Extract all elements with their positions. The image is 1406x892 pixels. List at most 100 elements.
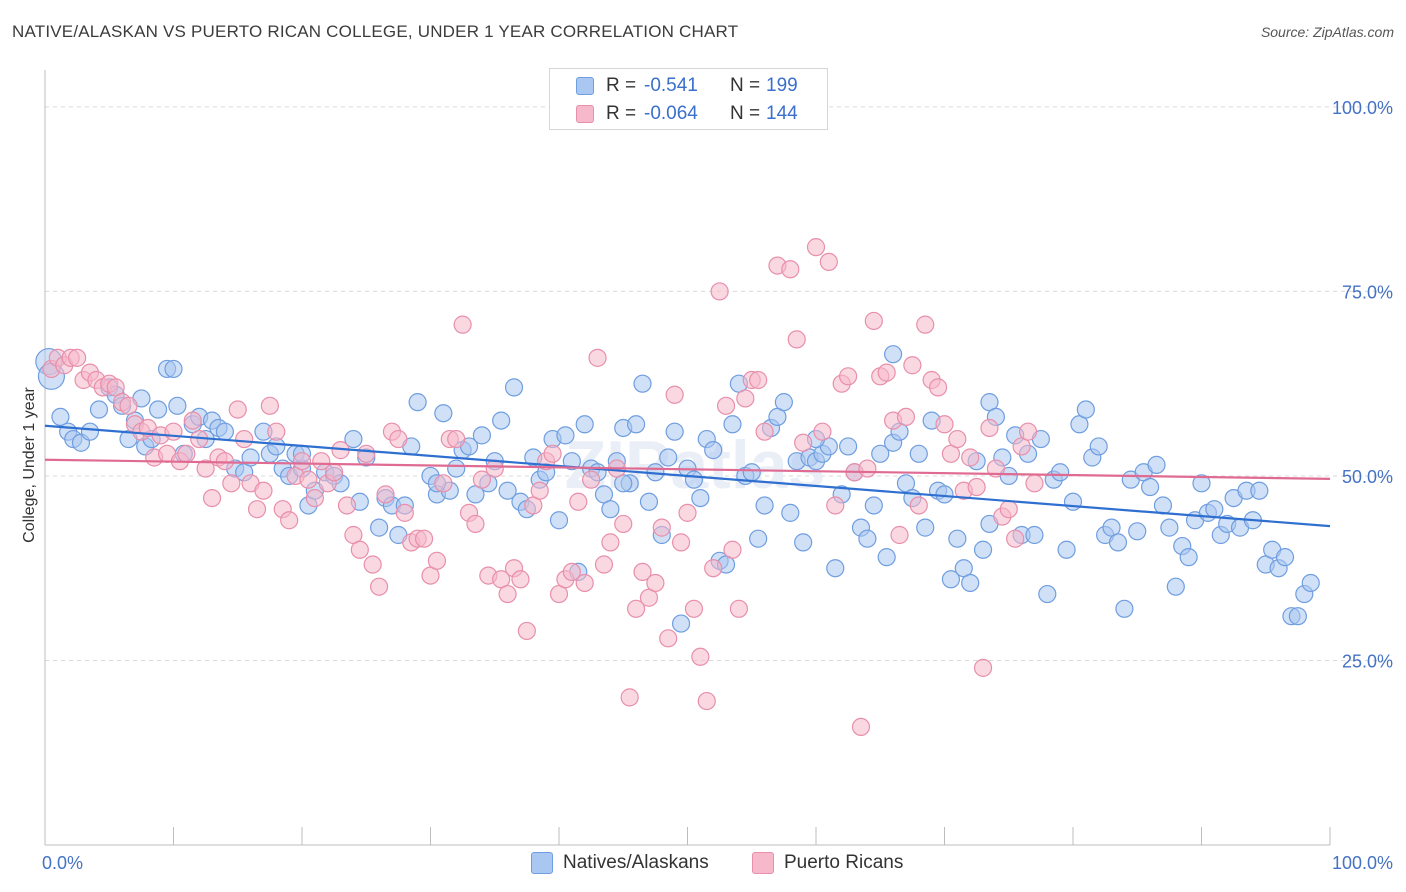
native-point	[492, 411, 511, 430]
legend-item-puerto-ricans[interactable]: Puerto Ricans	[752, 852, 903, 874]
puerto-rican-point	[646, 573, 665, 593]
puerto-rican-point	[697, 691, 716, 711]
axes	[44, 70, 1331, 846]
puerto-rican-point	[370, 577, 389, 596]
native-point	[916, 518, 935, 537]
r-label: R =	[606, 75, 637, 96]
trend-lines	[44, 424, 1331, 528]
puerto-rican-point	[543, 444, 562, 463]
puerto-rican-point	[916, 315, 935, 334]
native-point	[1038, 584, 1057, 604]
puerto-rican-trend-line	[44, 458, 1331, 481]
puerto-rican-point	[839, 367, 858, 386]
native-point	[601, 500, 620, 519]
puerto-rican-point	[235, 429, 254, 449]
native-point	[1205, 500, 1224, 519]
native-point	[1076, 400, 1095, 419]
native-point	[864, 496, 883, 515]
puerto-rican-point	[299, 470, 318, 489]
puerto-rican-point	[472, 470, 491, 489]
puerto-rican-point	[511, 570, 530, 589]
native-point	[935, 485, 954, 504]
puerto-rican-point	[183, 411, 202, 430]
puerto-rican-point	[671, 533, 691, 552]
native-point	[742, 463, 761, 482]
native-point	[774, 393, 793, 412]
native-point	[168, 396, 187, 415]
puerto-rican-point	[569, 492, 588, 511]
puerto-rican-point	[928, 378, 948, 397]
native-point	[839, 437, 858, 456]
legend-swatch-puerto-ricans	[576, 105, 594, 123]
r-label: R =	[606, 103, 637, 124]
puerto-rican-point	[614, 514, 633, 534]
puerto-rican-point	[967, 477, 986, 497]
puerto-rican-point	[588, 348, 607, 367]
native-point	[871, 444, 890, 463]
legend-item-natives[interactable]: Natives/Alaskans	[531, 852, 709, 874]
native-point	[1108, 533, 1128, 552]
legend-label-natives: Natives/Alaskans	[563, 852, 709, 873]
native-point	[858, 529, 877, 548]
native-point	[1288, 607, 1307, 626]
puerto-rican-point	[363, 555, 382, 574]
puerto-rican-point	[427, 551, 447, 570]
puerto-rican-point	[633, 562, 652, 582]
native-point	[877, 548, 896, 567]
legend-row-puerto-ricans: R = -0.064 N = 144	[550, 100, 798, 128]
native-point	[691, 488, 710, 508]
puerto-rican-point	[909, 496, 928, 515]
native-point	[749, 529, 768, 548]
n-label: N =	[730, 75, 761, 96]
puerto-rican-point	[723, 540, 742, 559]
native-point	[575, 415, 594, 434]
native-point	[1166, 577, 1185, 596]
puerto-rican-point	[562, 562, 581, 582]
puerto-rican-point	[980, 418, 999, 438]
puerto-rican-point	[530, 481, 549, 500]
puerto-rican-point	[517, 621, 536, 641]
native-point	[51, 407, 70, 427]
puerto-rican-point	[215, 452, 234, 471]
puerto-rican-point	[794, 433, 813, 452]
puerto-rican-point	[819, 252, 838, 272]
puerto-rican-point	[414, 529, 434, 548]
y-tick-label: 75.0%	[1342, 282, 1393, 302]
native-point	[447, 459, 466, 478]
native-point	[1153, 496, 1173, 515]
puerto-rican-point	[350, 540, 369, 559]
native-point	[1250, 481, 1269, 500]
puerto-rican-point	[710, 282, 729, 301]
n-value: 199	[766, 75, 798, 96]
puerto-rican-point	[813, 422, 832, 441]
legend-swatch-puerto-ricans	[752, 852, 774, 874]
native-point	[704, 441, 723, 460]
native-point	[1179, 548, 1198, 567]
x-tick-label: 100.0%	[1332, 853, 1393, 873]
gridlines	[45, 106, 1392, 661]
native-point	[723, 415, 742, 434]
native-point	[909, 444, 928, 463]
native-point	[562, 452, 581, 471]
puerto-rican-point	[196, 459, 215, 478]
native-point	[344, 429, 363, 449]
puerto-rican-point	[704, 559, 723, 578]
native-point	[633, 374, 652, 393]
puerto-rican-point	[466, 514, 485, 534]
puerto-rican-point	[716, 396, 736, 415]
n-label: N =	[730, 103, 761, 124]
puerto-rican-point	[594, 555, 614, 574]
puerto-rican-point	[582, 470, 601, 489]
puerto-rican-point	[626, 599, 646, 618]
puerto-rican-point	[851, 717, 871, 737]
puerto-rican-point	[755, 422, 774, 441]
native-point	[1147, 455, 1166, 474]
puerto-rican-point	[280, 511, 299, 530]
native-point	[961, 573, 980, 593]
puerto-rican-point	[119, 396, 138, 415]
correlation-legend: R = -0.541 N = 199 R = -0.064 N = 144	[549, 68, 828, 130]
native-point	[665, 422, 684, 441]
puerto-rican-point	[485, 459, 504, 478]
legend-swatch-natives	[531, 852, 553, 874]
puerto-rican-point	[896, 407, 916, 427]
